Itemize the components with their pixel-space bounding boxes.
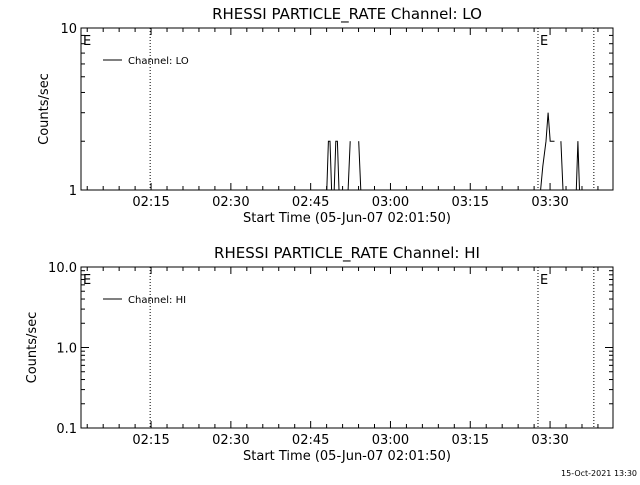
chart-title: RHESSI PARTICLE_RATE Channel: HI <box>214 244 480 263</box>
x-tick-label: 03:00 <box>372 433 409 448</box>
series-line <box>326 112 580 191</box>
x-tick-label: 03:15 <box>452 195 489 210</box>
x-tick-label: 02:45 <box>292 433 329 448</box>
chart-title: RHESSI PARTICLE_RATE Channel: LO <box>212 5 482 24</box>
y-tick-label: 1 <box>69 184 77 199</box>
x-tick-label: 02:45 <box>292 195 329 210</box>
x-tick-label: 03:30 <box>531 195 568 210</box>
plot-frame <box>80 27 614 191</box>
x-tick-label: 03:00 <box>372 195 409 210</box>
y-tick-label: 1.0 <box>56 342 77 357</box>
event-label: E <box>83 273 91 288</box>
x-tick-label: 02:15 <box>132 433 169 448</box>
event-label: E <box>540 34 548 49</box>
y-tick-label: 10 <box>60 22 77 37</box>
legend-label: Channel: LO <box>128 56 189 67</box>
x-tick-label: 02:15 <box>132 195 169 210</box>
x-tick-label: 03:15 <box>452 433 489 448</box>
y-axis-label: Counts/sec <box>37 73 52 145</box>
event-label: E <box>540 273 548 288</box>
event-label: E <box>83 34 91 49</box>
x-tick-label: 02:30 <box>212 195 249 210</box>
legend-label: Channel: HI <box>128 295 186 306</box>
x-tick-label: 03:30 <box>531 433 568 448</box>
plot-frame <box>80 266 614 429</box>
x-axis-label: Start Time (05-Jun-07 02:01:50) <box>243 449 451 464</box>
x-tick-label: 02:30 <box>212 433 249 448</box>
x-axis-label: Start Time (05-Jun-07 02:01:50) <box>243 211 451 226</box>
y-tick-label: 0.1 <box>56 422 77 437</box>
panel-2: RHESSI PARTICLE_RATE Channel: HI 02:15 02:… <box>25 244 614 464</box>
y-axis-label: Counts/sec <box>25 312 40 384</box>
y-tick-label: 10.0 <box>48 261 77 276</box>
timestamp-label: 15-Oct-2021 13:30 <box>561 469 637 478</box>
panel-1: RHESSI PARTICLE_RATE Channel: LO 02:15 02:… <box>37 5 614 226</box>
